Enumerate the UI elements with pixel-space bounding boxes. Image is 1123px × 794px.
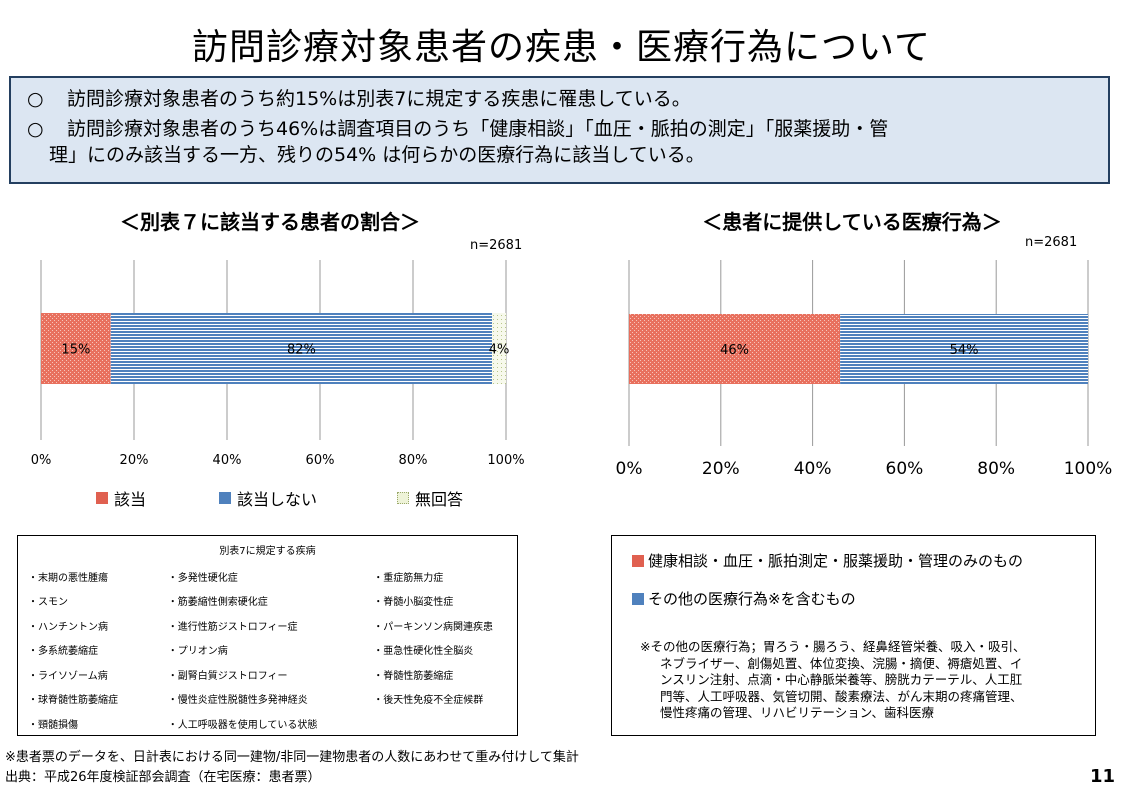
chart2-plot: 0% 20% 40% 60% 80% 100% 46% 54% [616,260,1113,479]
data-label: 82% [287,343,316,358]
bar-segment [629,314,841,384]
legend-swatch [219,492,231,504]
disease-cell: ・頸髄損傷 [28,719,78,731]
disease-cell: ・亜急性硬化性全脳炎 [373,646,474,658]
chart1-legend-item-1: 該当 [96,486,146,510]
chart1-legend-item-2: 該当しない [219,486,317,510]
chart2-n-label: n=2681 [1025,235,1078,250]
disease-cell: ・スモン [28,597,68,609]
x-tick-label: 80% [399,453,428,468]
chart2-title: ＜患者に提供している医療行為＞ [702,210,1002,234]
x-tick-label: 100% [487,453,524,468]
disease-cell: ・慢性炎症性脱髄性多発神経炎 [167,695,308,707]
x-tick-label: 80% [977,459,1015,479]
legend-swatch [96,492,108,504]
bar-segment [492,313,506,384]
x-tick-label: 20% [120,453,149,468]
legend-swatch [397,492,409,504]
disease-row: ・ハンチントン病 ・進行性筋ジストロフィー症 ・パーキンソン病関連疾患 [28,613,513,638]
bullet-marker: ○ [27,88,44,110]
disease-cell: ・球脊髄性筋萎縮症 [28,695,118,707]
summary-bullet-1: ○ 訪問診療対象患者のうち約15%は別表7に規定する疾患に罹患している。 [25,86,1094,112]
data-label: 46% [720,343,749,358]
chart2-legend-item-1: 健康相談・血圧・脈拍測定・服薬援助・管理のみのもの [632,550,1023,571]
disease-grid: ・末期の悪性腫瘍 ・多発性硬化症 ・重症筋無力症・スモン ・筋萎縮性側索硬化症 ・脊髄小… [28,564,513,736]
bar-segment [840,314,1088,384]
x-tick-label: 0% [31,453,52,468]
legend-label: 無回答 [415,490,464,509]
chart1-legend-item-3: 無回答 [397,486,463,510]
bullet-marker: ○ [27,118,44,140]
chart1-plot: 0% 20% 40% 60% 80% 100% 15% 82% 4% [31,260,525,468]
disease-cell: ・筋萎縮性側索硬化症 [167,597,268,609]
disease-table-heading: 別表7に規定する疾病 [219,546,316,557]
data-label: 15% [61,343,90,358]
legend-label: その他の医療行為※を含むもの [648,590,856,608]
disease-cell: ・後天性免疫不全症候群 [373,695,484,707]
footer-source: 出典：平成26年度検証部会調査（在宅医療：患者票） [5,770,321,785]
disease-row: ・頸髄損傷 ・人工呼吸器を使用している状態 [28,711,513,736]
disease-row: ・ライソゾーム病 ・副腎白質ジストロフィー ・脊髄性筋萎縮症 [28,662,513,687]
chart2-legend-box: 健康相談・血圧・脈拍測定・服薬援助・管理のみのもの その他の医療行為※を含むもの… [611,535,1096,736]
disease-cell: ・多系統萎縮症 [28,646,98,658]
disease-cell: ・人工呼吸器を使用している状態 [167,719,318,731]
disease-cell: ・重症筋無力症 [373,572,444,584]
disease-cell: ・多発性硬化症 [167,572,238,584]
summary-text-1: 訪問診療対象患者のうち約15%は別表7に規定する疾患に罹患している。 [67,88,691,110]
bar-segment [110,313,493,384]
medical-act-note: ※その他の医療行為；胃ろう・腸ろう、経鼻経管栄養、吸入・吸引、 ネブライザー、創… [640,639,1090,722]
chart1-n-label: n=2681 [470,238,523,253]
x-tick-label: 40% [794,459,832,479]
disease-row: ・スモン ・筋萎縮性側索硬化症 ・脊髄小脳変性症 [28,589,513,614]
disease-cell: ・ハンチントン病 [28,621,108,633]
note-line-5: 慢性疼痛の管理、リハビリテーション、歯科医療 [660,705,935,720]
footer-weighting-note: ※患者票のデータを、日計表における同一建物/非同一建物患者の人数にあわせて重み付… [5,750,579,765]
page-title: 訪問診療対象患者の疾患・医療行為について [192,27,931,68]
x-tick-label: 0% [616,459,643,479]
note-line-1: ※その他の医療行為；胃ろう・腸ろう、経鼻経管栄養、吸入・吸引、 [640,639,1026,654]
x-tick-label: 40% [213,453,242,468]
disease-cell: ・脊髄性筋萎縮症 [373,670,454,682]
disease-cell: ・副腎白質ジストロフィー [167,670,288,682]
legend-label: 該当 [114,490,147,509]
data-label: 54% [950,343,979,358]
note-line-2: ネブライザー、創傷処置、体位変換、浣腸・摘便、褥瘡処置、イ [660,655,1023,671]
page-number: 11 [1089,766,1115,787]
disease-row: ・多系統萎縮症 ・プリオン病 ・亜急性硬化性全脳炎 [28,638,513,663]
chart1-title: ＜別表７に該当する患者の割合＞ [120,210,420,234]
disease-cell: ・パーキンソン病関連疾患 [373,621,493,633]
legend-swatch [632,592,644,605]
disease-row: ・末期の悪性腫瘍 ・多発性硬化症 ・重症筋無力症 [28,564,513,589]
legend-swatch [632,554,644,567]
disease-cell: ・脊髄小脳変性症 [373,597,454,609]
chart2-legend-item-2: その他の医療行為※を含むもの [632,588,856,609]
disease-cell: ・ライソゾーム病 [28,670,108,682]
disease-cell: ・末期の悪性腫瘍 [28,572,108,584]
data-label: 4% [489,343,510,358]
disease-cell: ・進行性筋ジストロフィー症 [167,621,298,633]
x-tick-label: 20% [702,459,740,479]
summary-bullet-2: ○ 訪問診療対象患者のうち46%は調査項目のうち「健康相談」「血圧・脈拍の測定」「… [25,116,1094,168]
disease-row: ・球脊髄性筋萎縮症 ・慢性炎症性脱髄性多発神経炎 ・後天性免疫不全症候群 [28,687,513,712]
disease-cell: ・プリオン病 [167,646,228,658]
legend-label: 健康相談・血圧・脈拍測定・服薬援助・管理のみのもの [648,552,1024,570]
disease-table: 別表7に規定する疾病 ・末期の悪性腫瘍 ・多発性硬化症 ・重症筋無力症・スモン ・筋萎… [17,535,518,736]
note-line-3: ンスリン注射、点滴・中心静脈栄養等、膀胱カテーテル、人工肛 [660,672,1023,687]
legend-label: 該当しない [237,490,318,509]
x-tick-label: 60% [886,459,924,479]
summary-text-2a: 訪問診療対象患者のうち46%は調査項目のうち「健康相談」「血圧・脈拍の測定」「服… [67,118,889,140]
x-tick-label: 100% [1064,459,1113,479]
summary-box: ○ 訪問診療対象患者のうち約15%は別表7に規定する疾患に罹患している。 ○ 訪問診… [9,76,1110,184]
x-tick-label: 60% [306,453,335,468]
bar-segment [41,313,111,384]
note-line-4: 門等、人工呼吸器、気管切開、酸素療法、がん末期の疼痛管理、 [660,688,1023,704]
summary-text-2b: 理」にのみ該当する一方、残りの54% は何らかの医療行為に該当している。 [49,144,705,166]
